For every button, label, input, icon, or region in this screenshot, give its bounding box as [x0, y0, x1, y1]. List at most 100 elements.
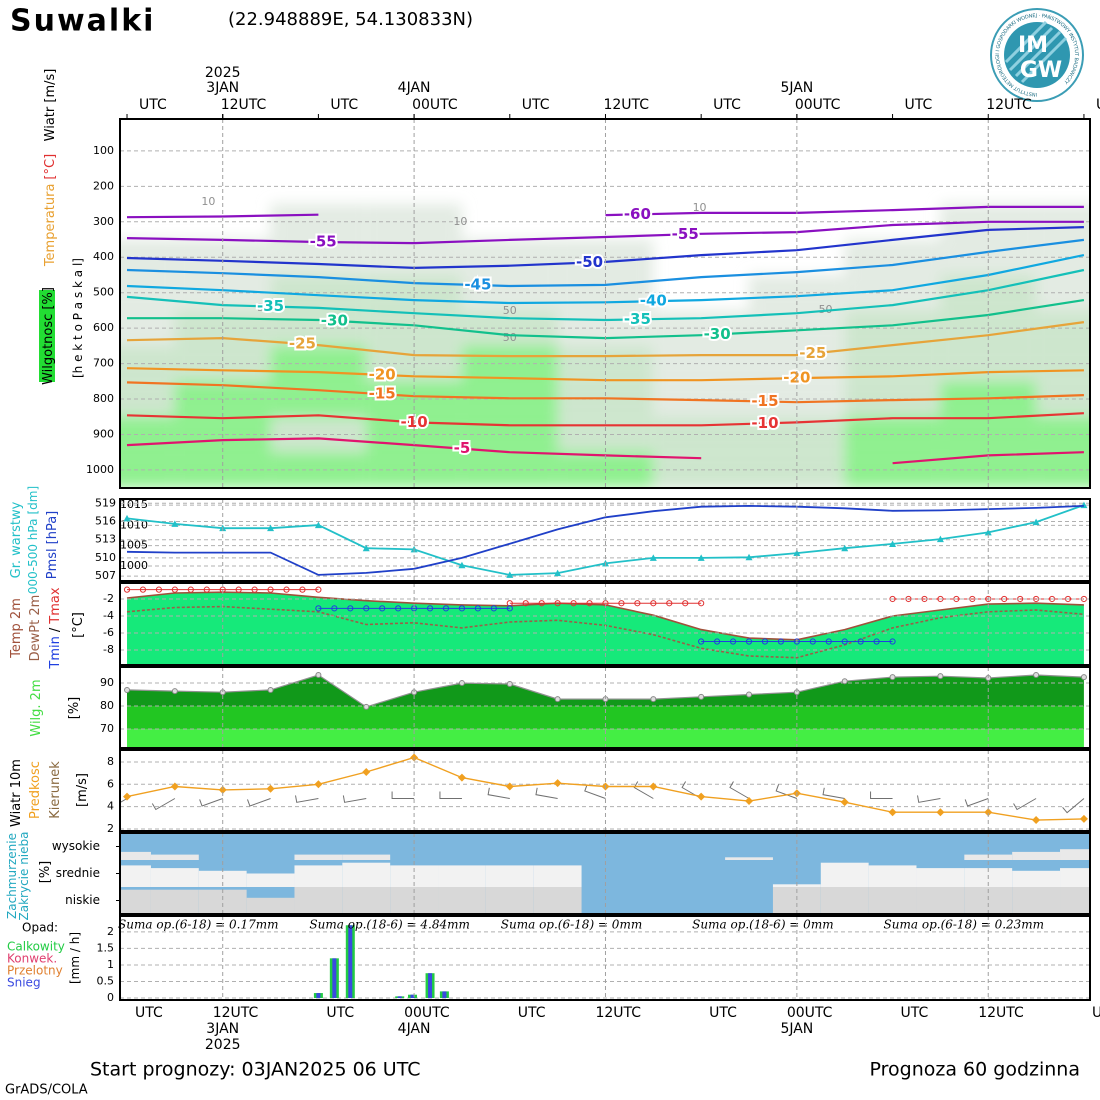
wind-speed-marker	[984, 808, 993, 817]
cloud-bar	[820, 887, 869, 914]
extreme-marker	[570, 600, 577, 607]
triangle-marker	[889, 540, 897, 547]
triangle-marker	[123, 514, 131, 522]
cloud-bar	[342, 862, 391, 887]
humidity-marker	[889, 674, 896, 681]
side-label-part: Temp 2m	[9, 598, 24, 659]
cloud-level-label: wysokie	[52, 839, 100, 853]
extreme-marker	[123, 586, 131, 593]
isotherm-label: -20	[783, 369, 810, 387]
wind-speed-marker	[314, 780, 323, 789]
humidity-label: 50	[503, 331, 517, 344]
cloud-bar	[246, 873, 295, 887]
y-tick-label: 2	[107, 925, 114, 938]
date-label-bottom: 3JAN	[206, 1021, 239, 1037]
station-name: Suwalki	[10, 4, 155, 39]
humidity-marker	[1080, 674, 1087, 681]
precip-sum: Suma op.(6-18) = 0mm	[501, 918, 642, 932]
wind-speed-marker	[457, 773, 466, 782]
cloud-bar	[1012, 870, 1061, 887]
triangle-marker	[649, 554, 657, 561]
hour-tick-label-bottom: UTC	[326, 1005, 354, 1021]
humidity-marker	[124, 686, 131, 693]
side-label-part: Predkosc	[28, 761, 43, 819]
extreme-marker	[426, 605, 434, 612]
extreme-marker	[267, 586, 274, 593]
cloud-bar	[120, 865, 151, 887]
cloud-bar	[150, 889, 199, 914]
wind-speed-marker	[745, 797, 754, 806]
humidity-label: 50	[503, 304, 517, 317]
extreme-marker	[793, 638, 800, 645]
legend-title: Opad:	[22, 921, 58, 935]
legend-label: Przelotny	[7, 964, 63, 978]
extreme-marker	[873, 638, 880, 645]
side-label: Tmin / Tmax	[48, 587, 63, 669]
wind-barb	[342, 795, 367, 803]
isotherm	[126, 412, 1084, 427]
y-tick-label: 1000	[86, 463, 114, 476]
humidity-marker	[650, 696, 657, 703]
isotherm-label: -35	[257, 297, 284, 315]
side-label: Zachmurzenie	[5, 833, 19, 919]
extreme-marker	[650, 600, 657, 607]
main-tick-label-bottom: 00UTC	[787, 1005, 833, 1021]
isotherm-label: -30	[704, 325, 731, 343]
side-label-part: /	[48, 627, 63, 632]
cloud-bar	[485, 887, 534, 914]
triangle-marker	[314, 521, 322, 529]
isotherm-label: -20	[369, 365, 396, 383]
y-tick-label: 0.5	[97, 974, 115, 987]
wind-barb	[633, 781, 654, 799]
precip-bar	[428, 973, 433, 999]
extreme-marker	[714, 638, 721, 645]
y-tick-label: 600	[93, 321, 114, 334]
extreme-marker	[554, 600, 561, 607]
main-tick-label-top: 00UTC	[795, 97, 841, 113]
side-label: Kierunek	[48, 761, 63, 819]
side-label-part: Temperatura	[43, 184, 58, 268]
date-label-top: 4JAN	[398, 80, 431, 96]
isotherm	[126, 321, 1085, 358]
side-label-part: [hPa]	[45, 511, 60, 545]
cloud-bar	[868, 887, 917, 914]
panel-frame	[119, 666, 1091, 749]
triangle-marker	[984, 528, 992, 536]
cloud-bar	[1012, 887, 1061, 914]
y-tick-label: -8	[103, 643, 114, 656]
series-line	[126, 504, 1084, 576]
main-tick-label-top: 12UTC	[221, 97, 267, 113]
humidity-marker	[698, 693, 705, 700]
logo: INSTYTUT METEOROLOGII I GOSPODARKI WODNE…	[990, 8, 1084, 102]
isotherm	[126, 268, 1085, 322]
y-tick-label: 1000	[120, 559, 148, 572]
wind-barb	[391, 791, 415, 799]
humidity-cells	[120, 204, 1090, 488]
side-label: [m/s]	[75, 773, 90, 807]
side-label: Wilg. 2m	[29, 679, 44, 736]
humidity-marker	[1033, 672, 1040, 679]
humidity-marker	[506, 680, 513, 687]
wind-barb	[870, 791, 893, 799]
side-label: Predkosc	[28, 761, 43, 819]
isotherm-label: -15	[369, 385, 396, 403]
cloud-bar	[198, 889, 247, 914]
hour-tick-label-top: UTC	[905, 97, 933, 113]
logo-top: IM	[1018, 33, 1048, 58]
main-tick-label-bottom: 00UTC	[404, 1005, 450, 1021]
wind-speed-marker	[1032, 816, 1041, 825]
precip-bar	[348, 925, 353, 999]
y-tick-label: -6	[103, 626, 114, 639]
isotherm-label: -40	[640, 292, 667, 310]
extreme-marker	[809, 638, 816, 645]
hour-tick-label-bottom: UTC	[518, 1005, 546, 1021]
cloud-bar	[1060, 849, 1090, 860]
isotherm-label: -60	[624, 205, 651, 223]
forecast-start: Start prognozy: 03JAN2025 06 UTC	[90, 1059, 420, 1081]
triangle-marker	[841, 544, 849, 552]
wind-barb	[199, 798, 223, 807]
panel-frame	[119, 832, 1091, 915]
cloud-bar	[342, 887, 391, 914]
wind-barb	[775, 784, 798, 799]
